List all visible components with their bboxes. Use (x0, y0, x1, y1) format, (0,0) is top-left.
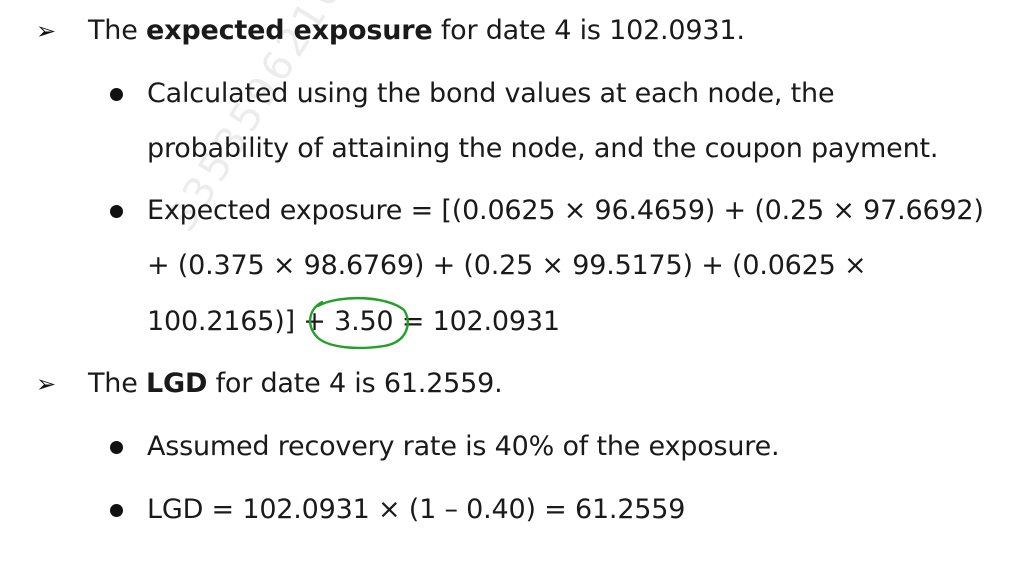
point-prefix: The (88, 368, 146, 399)
green-annotation-circle (309, 296, 409, 350)
point-prefix: The (88, 15, 146, 46)
point-bold-term: LGD (146, 368, 208, 399)
arrow-bullet-icon: ➢ (36, 17, 57, 45)
arrow-bullet-icon: ➢ (36, 370, 57, 398)
sub-bullet-text: 100.2165)] + 3.50 = 102.0931 (147, 306, 560, 337)
bullet-dot-icon (110, 205, 123, 218)
point-expected-exposure: The expected exposure for date 4 is 102.… (88, 14, 745, 48)
sub-bullet-text: Assumed recovery rate is 40% of the expo… (147, 431, 780, 462)
sub-bullet-text: LGD = 102.0931 × (1 – 0.40) = 61.2559 (147, 494, 686, 525)
sub-bullet-text: Expected exposure = [(0.0625 × 96.4659) … (147, 195, 984, 226)
bullet-dot-icon (110, 441, 123, 454)
point-lgd: The LGD for date 4 is 61.2559. (88, 367, 503, 401)
point-bold-term: expected exposure (146, 15, 433, 46)
point-suffix: for date 4 is 61.2559. (207, 368, 503, 399)
sub-bullet-text: probability of attaining the node, and t… (147, 133, 939, 164)
point-suffix: for date 4 is 102.0931. (432, 15, 745, 46)
bullet-dot-icon (110, 504, 123, 517)
bullet-dot-icon (110, 88, 123, 101)
sub-bullet-text: Calculated using the bond values at each… (147, 78, 835, 109)
sub-bullet-text: + (0.375 × 98.6769) + (0.25 × 99.5175) +… (147, 250, 867, 281)
